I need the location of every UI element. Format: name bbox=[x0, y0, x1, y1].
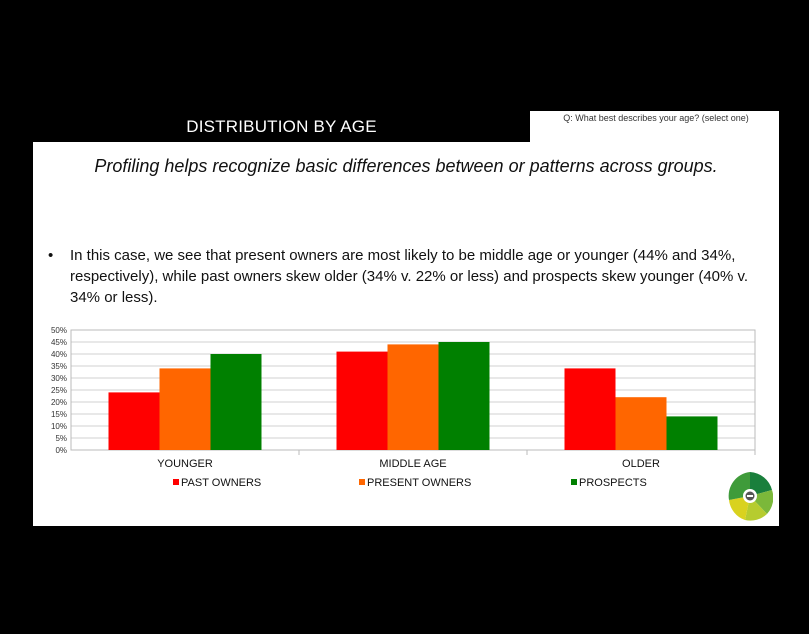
legend-swatch bbox=[173, 479, 179, 485]
bullet-marker: • bbox=[48, 247, 54, 264]
survey-question: Q: What best describes your age? (select… bbox=[533, 111, 779, 125]
bar bbox=[438, 342, 490, 450]
y-tick-label: 5% bbox=[55, 434, 67, 443]
y-tick-label: 35% bbox=[51, 362, 67, 371]
y-tick-label: 50% bbox=[51, 326, 67, 335]
y-tick-label: 30% bbox=[51, 374, 67, 383]
bar bbox=[210, 354, 262, 450]
y-tick-label: 20% bbox=[51, 398, 67, 407]
y-tick-label: 25% bbox=[51, 386, 67, 395]
x-category-label: OLDER bbox=[622, 458, 660, 470]
brand-wheel-icon bbox=[728, 472, 773, 521]
bar bbox=[108, 392, 160, 450]
bar bbox=[336, 351, 388, 450]
subtitle: Profiling helps recognize basic differen… bbox=[94, 156, 718, 176]
page-title: DISTRIBUTION BY AGE bbox=[186, 117, 377, 136]
y-tick-label: 10% bbox=[51, 422, 67, 431]
bar bbox=[615, 397, 667, 450]
x-category-label: MIDDLE AGE bbox=[379, 458, 446, 470]
legend-label: PROSPECTS bbox=[579, 477, 647, 489]
legend-swatch bbox=[359, 479, 365, 485]
top-rule bbox=[33, 108, 779, 111]
bar bbox=[564, 368, 616, 450]
y-tick-label: 0% bbox=[55, 446, 67, 455]
title-bar: DISTRIBUTION BY AGE bbox=[33, 111, 530, 142]
legend-label: PAST OWNERS bbox=[181, 477, 261, 489]
bar bbox=[666, 416, 718, 450]
legend-swatch bbox=[571, 479, 577, 485]
y-tick-label: 15% bbox=[51, 410, 67, 419]
age-distribution-chart: 0% 5% 10% 15% 20% 25% 30% 35% 40% 45% 50% YOUNGER MI… bbox=[51, 326, 756, 489]
bar bbox=[159, 368, 211, 450]
y-tick-label: 40% bbox=[51, 350, 67, 359]
x-category-label: YOUNGER bbox=[157, 458, 213, 470]
slide: DISTRIBUTION BY AGE Q: What best describ… bbox=[33, 108, 779, 526]
bar bbox=[387, 344, 439, 450]
legend-label: PRESENT OWNERS bbox=[367, 477, 471, 489]
y-tick-label: 45% bbox=[51, 338, 67, 347]
bullet-text: In this case, we see that present owners… bbox=[70, 247, 749, 306]
